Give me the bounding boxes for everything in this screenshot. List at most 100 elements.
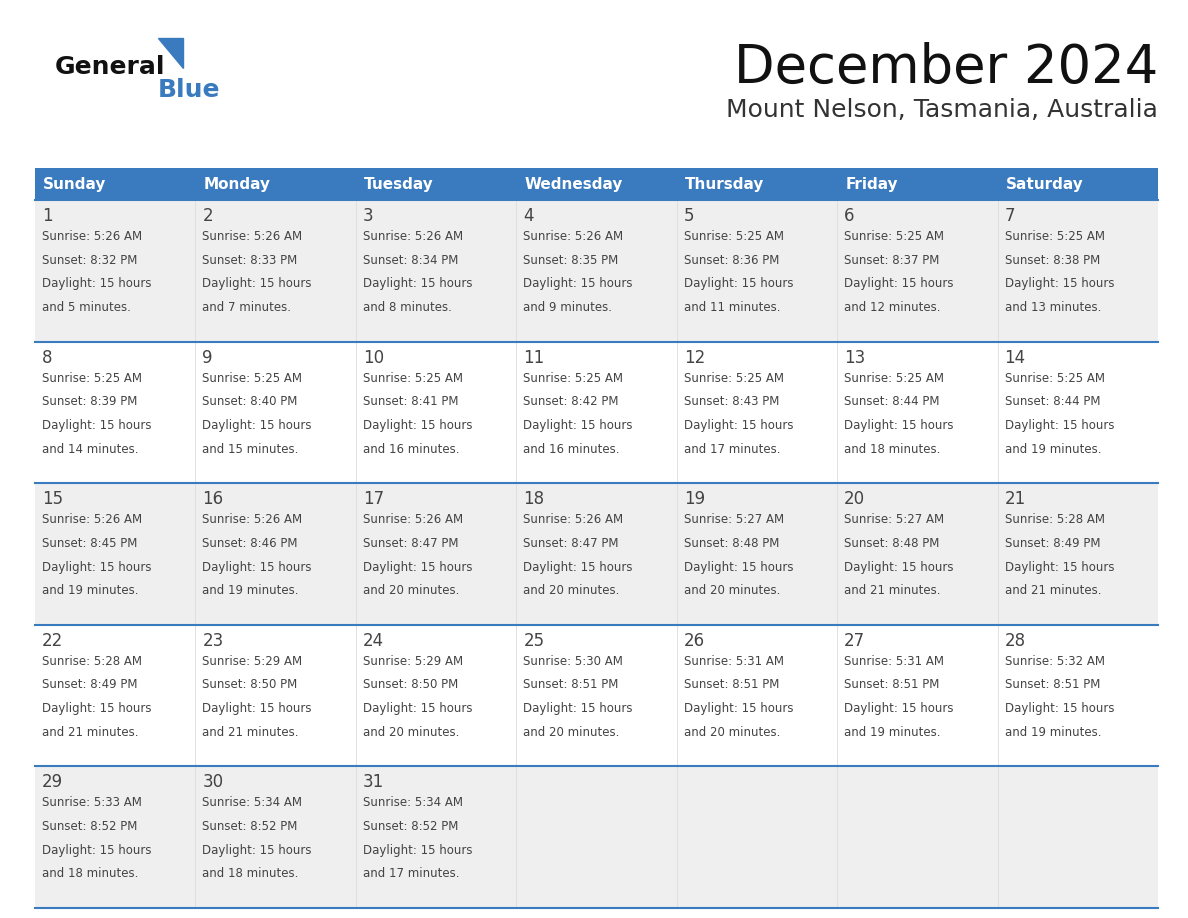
Text: Daylight: 15 hours: Daylight: 15 hours bbox=[42, 702, 152, 715]
Text: and 17 minutes.: and 17 minutes. bbox=[684, 442, 781, 455]
Text: 8: 8 bbox=[42, 349, 52, 366]
Text: Sunrise: 5:33 AM: Sunrise: 5:33 AM bbox=[42, 797, 141, 810]
Text: 14: 14 bbox=[1005, 349, 1025, 366]
Text: and 21 minutes.: and 21 minutes. bbox=[202, 726, 299, 739]
Text: Sunrise: 5:26 AM: Sunrise: 5:26 AM bbox=[523, 513, 624, 526]
Text: Daylight: 15 hours: Daylight: 15 hours bbox=[523, 561, 633, 574]
Text: Sunrise: 5:34 AM: Sunrise: 5:34 AM bbox=[202, 797, 303, 810]
Text: Sunset: 8:41 PM: Sunset: 8:41 PM bbox=[362, 396, 459, 409]
Text: 30: 30 bbox=[202, 773, 223, 791]
Text: Sunrise: 5:27 AM: Sunrise: 5:27 AM bbox=[845, 513, 944, 526]
Text: Daylight: 15 hours: Daylight: 15 hours bbox=[523, 419, 633, 432]
Text: and 20 minutes.: and 20 minutes. bbox=[684, 726, 781, 739]
Text: and 20 minutes.: and 20 minutes. bbox=[362, 726, 460, 739]
Text: 2: 2 bbox=[202, 207, 213, 225]
Text: and 15 minutes.: and 15 minutes. bbox=[202, 442, 299, 455]
Text: Sunset: 8:49 PM: Sunset: 8:49 PM bbox=[42, 678, 138, 691]
Text: Daylight: 15 hours: Daylight: 15 hours bbox=[42, 844, 152, 856]
Text: Sunset: 8:51 PM: Sunset: 8:51 PM bbox=[684, 678, 779, 691]
Text: and 20 minutes.: and 20 minutes. bbox=[523, 584, 620, 598]
Text: 19: 19 bbox=[684, 490, 704, 509]
Text: Sunset: 8:51 PM: Sunset: 8:51 PM bbox=[523, 678, 619, 691]
Text: and 19 minutes.: and 19 minutes. bbox=[845, 726, 941, 739]
Text: Daylight: 15 hours: Daylight: 15 hours bbox=[684, 702, 794, 715]
Text: 23: 23 bbox=[202, 632, 223, 650]
Text: and 18 minutes.: and 18 minutes. bbox=[202, 868, 299, 880]
Text: 25: 25 bbox=[523, 632, 544, 650]
Bar bbox=[998, 168, 1158, 200]
Text: Sunset: 8:50 PM: Sunset: 8:50 PM bbox=[202, 678, 298, 691]
Text: Sunrise: 5:31 AM: Sunrise: 5:31 AM bbox=[845, 655, 944, 667]
Text: and 21 minutes.: and 21 minutes. bbox=[845, 584, 941, 598]
Text: Friday: Friday bbox=[845, 176, 898, 192]
Text: Sunrise: 5:31 AM: Sunrise: 5:31 AM bbox=[684, 655, 784, 667]
Text: and 19 minutes.: and 19 minutes. bbox=[42, 584, 139, 598]
Text: Tuesday: Tuesday bbox=[364, 176, 434, 192]
Text: and 21 minutes.: and 21 minutes. bbox=[42, 726, 139, 739]
Text: and 20 minutes.: and 20 minutes. bbox=[523, 726, 620, 739]
Text: Daylight: 15 hours: Daylight: 15 hours bbox=[845, 561, 954, 574]
Text: Sunrise: 5:25 AM: Sunrise: 5:25 AM bbox=[684, 372, 784, 385]
Text: and 19 minutes.: and 19 minutes. bbox=[202, 584, 299, 598]
Text: Sunrise: 5:30 AM: Sunrise: 5:30 AM bbox=[523, 655, 624, 667]
Text: Daylight: 15 hours: Daylight: 15 hours bbox=[362, 561, 473, 574]
Text: Sunset: 8:34 PM: Sunset: 8:34 PM bbox=[362, 253, 459, 267]
Text: Daylight: 15 hours: Daylight: 15 hours bbox=[202, 702, 312, 715]
Text: 5: 5 bbox=[684, 207, 694, 225]
Bar bbox=[677, 168, 838, 200]
Text: Sunset: 8:52 PM: Sunset: 8:52 PM bbox=[362, 820, 459, 834]
Text: Daylight: 15 hours: Daylight: 15 hours bbox=[1005, 561, 1114, 574]
Text: 26: 26 bbox=[684, 632, 704, 650]
Text: 4: 4 bbox=[523, 207, 533, 225]
Text: Daylight: 15 hours: Daylight: 15 hours bbox=[845, 702, 954, 715]
Text: Sunset: 8:52 PM: Sunset: 8:52 PM bbox=[42, 820, 138, 834]
Text: Sunset: 8:48 PM: Sunset: 8:48 PM bbox=[845, 537, 940, 550]
Text: Daylight: 15 hours: Daylight: 15 hours bbox=[1005, 419, 1114, 432]
Text: 20: 20 bbox=[845, 490, 865, 509]
Text: Daylight: 15 hours: Daylight: 15 hours bbox=[362, 277, 473, 290]
Text: Sunrise: 5:26 AM: Sunrise: 5:26 AM bbox=[523, 230, 624, 243]
Text: Sunset: 8:45 PM: Sunset: 8:45 PM bbox=[42, 537, 138, 550]
Text: 15: 15 bbox=[42, 490, 63, 509]
Text: Sunrise: 5:26 AM: Sunrise: 5:26 AM bbox=[202, 513, 303, 526]
Text: Sunday: Sunday bbox=[43, 176, 107, 192]
Text: Sunset: 8:46 PM: Sunset: 8:46 PM bbox=[202, 537, 298, 550]
Text: Sunset: 8:35 PM: Sunset: 8:35 PM bbox=[523, 253, 619, 267]
Text: 24: 24 bbox=[362, 632, 384, 650]
Text: Sunset: 8:48 PM: Sunset: 8:48 PM bbox=[684, 537, 779, 550]
Text: Sunset: 8:51 PM: Sunset: 8:51 PM bbox=[1005, 678, 1100, 691]
Text: 13: 13 bbox=[845, 349, 865, 366]
Text: Sunrise: 5:25 AM: Sunrise: 5:25 AM bbox=[362, 372, 463, 385]
Bar bbox=[34, 483, 1158, 625]
Text: Sunrise: 5:26 AM: Sunrise: 5:26 AM bbox=[362, 513, 463, 526]
Text: Sunset: 8:33 PM: Sunset: 8:33 PM bbox=[202, 253, 298, 267]
Bar bbox=[196, 168, 356, 200]
Text: and 17 minutes.: and 17 minutes. bbox=[362, 868, 460, 880]
Text: Daylight: 15 hours: Daylight: 15 hours bbox=[845, 419, 954, 432]
Bar bbox=[838, 168, 998, 200]
Text: Daylight: 15 hours: Daylight: 15 hours bbox=[362, 419, 473, 432]
Text: Daylight: 15 hours: Daylight: 15 hours bbox=[684, 277, 794, 290]
Text: Sunrise: 5:26 AM: Sunrise: 5:26 AM bbox=[202, 230, 303, 243]
Text: Sunrise: 5:27 AM: Sunrise: 5:27 AM bbox=[684, 513, 784, 526]
Text: Sunset: 8:50 PM: Sunset: 8:50 PM bbox=[362, 678, 459, 691]
Text: and 18 minutes.: and 18 minutes. bbox=[845, 442, 941, 455]
Text: Daylight: 15 hours: Daylight: 15 hours bbox=[684, 561, 794, 574]
Text: and 12 minutes.: and 12 minutes. bbox=[845, 301, 941, 314]
Bar bbox=[34, 341, 1158, 483]
Text: 16: 16 bbox=[202, 490, 223, 509]
Text: Sunset: 8:43 PM: Sunset: 8:43 PM bbox=[684, 396, 779, 409]
Text: Daylight: 15 hours: Daylight: 15 hours bbox=[684, 419, 794, 432]
Text: 17: 17 bbox=[362, 490, 384, 509]
Text: 6: 6 bbox=[845, 207, 854, 225]
Text: and 19 minutes.: and 19 minutes. bbox=[1005, 442, 1101, 455]
Text: Sunrise: 5:29 AM: Sunrise: 5:29 AM bbox=[202, 655, 303, 667]
Text: General: General bbox=[55, 55, 165, 79]
Text: December 2024: December 2024 bbox=[734, 42, 1158, 94]
Text: 31: 31 bbox=[362, 773, 384, 791]
Text: Daylight: 15 hours: Daylight: 15 hours bbox=[362, 702, 473, 715]
Text: Sunrise: 5:25 AM: Sunrise: 5:25 AM bbox=[523, 372, 624, 385]
Text: and 11 minutes.: and 11 minutes. bbox=[684, 301, 781, 314]
Text: Sunrise: 5:25 AM: Sunrise: 5:25 AM bbox=[684, 230, 784, 243]
Text: 29: 29 bbox=[42, 773, 63, 791]
